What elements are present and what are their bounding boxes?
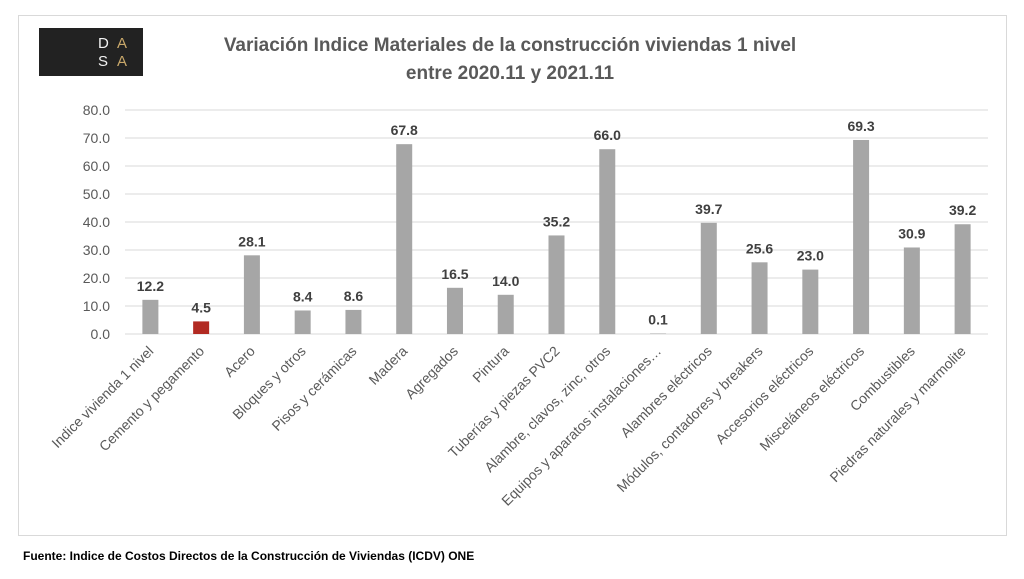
data-label: 23.0 bbox=[797, 248, 824, 264]
bar bbox=[193, 321, 210, 334]
data-label: 30.9 bbox=[898, 225, 925, 241]
bar bbox=[751, 262, 768, 334]
data-label: 25.6 bbox=[746, 240, 773, 256]
x-tick-label: Indice vivienda 1 nivel bbox=[48, 343, 156, 451]
bar bbox=[802, 269, 819, 334]
x-tick-label: Acero bbox=[221, 343, 258, 380]
logo-letter-d: D bbox=[98, 35, 109, 52]
bar bbox=[243, 255, 260, 334]
chart-frame bbox=[18, 15, 1007, 536]
data-label: 66.0 bbox=[594, 127, 621, 143]
logo-letter-s: S bbox=[98, 53, 109, 70]
x-tick-label: Alambres eléctricos bbox=[617, 343, 715, 441]
y-tick-label: 0.0 bbox=[91, 326, 111, 342]
bar bbox=[548, 235, 565, 334]
data-label: 39.2 bbox=[949, 202, 976, 218]
x-tick-label: Agregados bbox=[402, 343, 461, 402]
data-label: 4.5 bbox=[191, 299, 211, 315]
data-label: 39.7 bbox=[695, 201, 722, 217]
bar bbox=[700, 222, 717, 334]
bar bbox=[497, 294, 514, 334]
bar bbox=[345, 309, 362, 334]
y-tick-label: 80.0 bbox=[83, 102, 110, 118]
data-label: 28.1 bbox=[238, 233, 265, 249]
bar bbox=[650, 333, 667, 334]
data-label: 67.8 bbox=[391, 122, 418, 138]
data-label: 0.1 bbox=[648, 312, 668, 328]
data-label: 14.0 bbox=[492, 273, 519, 289]
data-label: 8.6 bbox=[344, 288, 364, 304]
chart-title-line1: Variación Indice Materiales de la constr… bbox=[223, 35, 797, 56]
x-tick-label: Cemento y pegamento bbox=[96, 343, 208, 455]
y-tick-label: 50.0 bbox=[83, 186, 110, 202]
bar bbox=[294, 310, 311, 334]
bar bbox=[903, 247, 920, 334]
logo-letter-a2: A bbox=[117, 53, 128, 70]
x-tick-label: Accesorios eléctricos bbox=[712, 343, 816, 447]
bar bbox=[142, 299, 159, 334]
chart-title-line2: entre 2020.11 y 2021.11 bbox=[405, 63, 615, 84]
y-tick-label: 40.0 bbox=[83, 214, 110, 230]
data-label: 16.5 bbox=[441, 266, 468, 282]
y-tick-label: 30.0 bbox=[83, 242, 110, 258]
data-label: 69.3 bbox=[847, 118, 874, 134]
source-footnote: Fuente: Indice de Costos Directos de la … bbox=[23, 549, 475, 563]
bar bbox=[599, 149, 616, 334]
dasa-logo: D A S A bbox=[39, 28, 143, 76]
x-tick-label: Pintura bbox=[469, 343, 512, 386]
bar bbox=[853, 139, 870, 334]
y-tick-label: 70.0 bbox=[83, 130, 110, 146]
logo-letter-a: A bbox=[117, 35, 128, 52]
x-tick-label: Pisos y cerámicas bbox=[268, 343, 359, 434]
bar bbox=[446, 287, 463, 334]
x-tick-label: Madera bbox=[365, 343, 410, 388]
y-tick-label: 10.0 bbox=[83, 298, 110, 314]
bar bbox=[396, 144, 413, 334]
chart-title: Variación Indice Materiales de la constr… bbox=[150, 32, 870, 88]
y-tick-label: 20.0 bbox=[83, 270, 110, 286]
y-tick-label: 60.0 bbox=[83, 158, 110, 174]
data-label: 35.2 bbox=[543, 213, 570, 229]
data-label: 12.2 bbox=[137, 278, 164, 294]
bar bbox=[954, 224, 971, 334]
data-label: 8.4 bbox=[293, 288, 313, 304]
